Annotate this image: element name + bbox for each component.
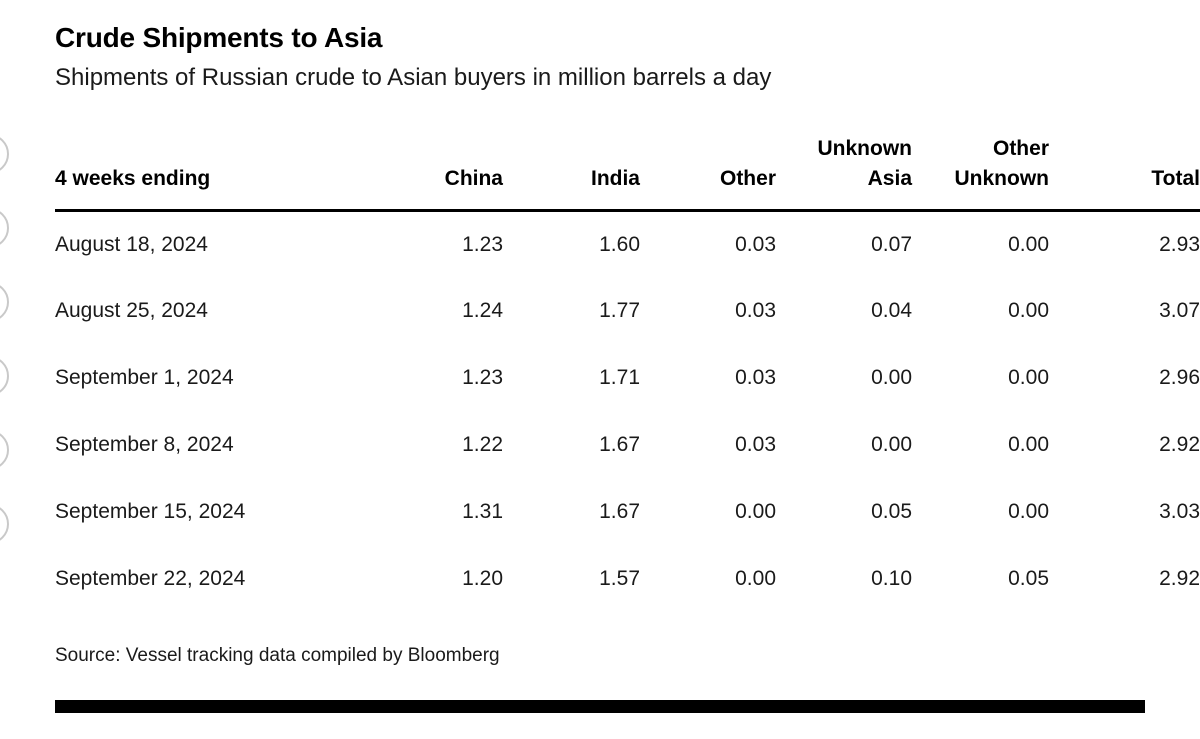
row-date-cell: September 22, 2024 <box>55 566 246 590</box>
row-date-cell: August 18, 2024 <box>55 232 208 256</box>
value-cell: 1.67 <box>599 499 640 523</box>
table-figure: Crude Shipments to Asia Shipments of Rus… <box>55 0 1200 714</box>
source-note: Source: Vessel tracking data compiled by… <box>55 645 500 667</box>
value-cell: 2.92 <box>1159 432 1200 456</box>
table-row: September 8, 2024 1.22 1.67 0.03 0.00 0.00 2.9… <box>55 411 1200 478</box>
value-cell: 1.23 <box>462 232 503 256</box>
value-cell: 1.23 <box>462 365 503 389</box>
value-cell: 1.57 <box>599 566 640 590</box>
column-header-china: China <box>355 134 503 212</box>
value-cell: 0.00 <box>735 499 776 523</box>
table-row: September 1, 2024 1.23 1.71 0.03 0.00 0.00 2.9… <box>55 344 1200 411</box>
table-row: August 18, 2024 1.23 1.60 0.03 0.07 0.00 2.93 <box>55 210 1200 277</box>
value-cell: 2.92 <box>1159 566 1200 590</box>
value-cell: 0.00 <box>1008 432 1049 456</box>
value-cell: 3.07 <box>1159 298 1200 322</box>
value-cell: 1.60 <box>599 232 640 256</box>
row-date-cell: September 1, 2024 <box>55 365 234 389</box>
value-cell: 0.03 <box>735 432 776 456</box>
column-header-other-unknown: Other Unknown <box>912 134 1049 212</box>
value-cell: 0.03 <box>735 365 776 389</box>
value-cell: 3.03 <box>1159 499 1200 523</box>
table-row: August 25, 2024 1.24 1.77 0.03 0.04 0.00 3.07 <box>55 277 1200 344</box>
value-cell: 0.05 <box>1008 566 1049 590</box>
value-cell: 0.07 <box>871 232 912 256</box>
column-header-unknown-asia: Unknown Asia <box>776 134 912 212</box>
value-cell: 0.03 <box>735 298 776 322</box>
value-cell: 0.00 <box>735 566 776 590</box>
left-edge-circle-decoration <box>0 208 9 248</box>
column-header-other: Other <box>640 134 776 212</box>
page-title: Crude Shipments to Asia <box>55 22 383 53</box>
table-body: August 18, 2024 1.23 1.60 0.03 0.07 0.00 2.93 A… <box>55 210 1200 612</box>
bottom-rule <box>55 700 1145 714</box>
left-edge-circle-decoration <box>0 134 9 174</box>
value-cell: 0.03 <box>735 232 776 256</box>
value-cell: 0.00 <box>871 365 912 389</box>
value-cell: 2.96 <box>1159 365 1200 389</box>
row-date-cell: September 15, 2024 <box>55 499 246 523</box>
value-cell: 1.24 <box>462 298 503 322</box>
value-cell: 1.20 <box>462 566 503 590</box>
value-cell: 1.31 <box>462 499 503 523</box>
value-cell: 0.10 <box>871 566 912 590</box>
column-header-4-weeks-ending: 4 weeks ending <box>55 134 355 212</box>
left-edge-circle-decoration <box>0 504 9 544</box>
left-edge-circle-decoration <box>0 430 9 470</box>
value-cell: 0.00 <box>1008 298 1049 322</box>
value-cell: 1.71 <box>599 365 640 389</box>
value-cell: 0.00 <box>1008 365 1049 389</box>
table-header-row: 4 weeks ending China India Other Unknown Asia… <box>55 134 1200 212</box>
value-cell: 1.77 <box>599 298 640 322</box>
column-header-india: India <box>503 134 640 212</box>
left-edge-circle-decoration <box>0 356 9 396</box>
left-edge-circle-decoration <box>0 282 9 322</box>
value-cell: 0.00 <box>1008 232 1049 256</box>
table-row: September 15, 2024 1.31 1.67 0.00 0.05 0.00 3.… <box>55 478 1200 545</box>
value-cell: 0.05 <box>871 499 912 523</box>
column-header-total: Total <box>1049 134 1200 212</box>
value-cell: 0.00 <box>871 432 912 456</box>
row-date-cell: August 25, 2024 <box>55 298 208 322</box>
shipments-table: 4 weeks ending China India Other Unknown Asia… <box>55 134 1200 612</box>
value-cell: 2.93 <box>1159 232 1200 256</box>
page-subtitle: Shipments of Russian crude to Asian buye… <box>55 64 772 91</box>
value-cell: 1.22 <box>462 432 503 456</box>
table-row: September 22, 2024 1.20 1.57 0.00 0.10 0.05 2.… <box>55 545 1200 612</box>
value-cell: 0.04 <box>871 298 912 322</box>
value-cell: 0.00 <box>1008 499 1049 523</box>
row-date-cell: September 8, 2024 <box>55 432 234 456</box>
value-cell: 1.67 <box>599 432 640 456</box>
